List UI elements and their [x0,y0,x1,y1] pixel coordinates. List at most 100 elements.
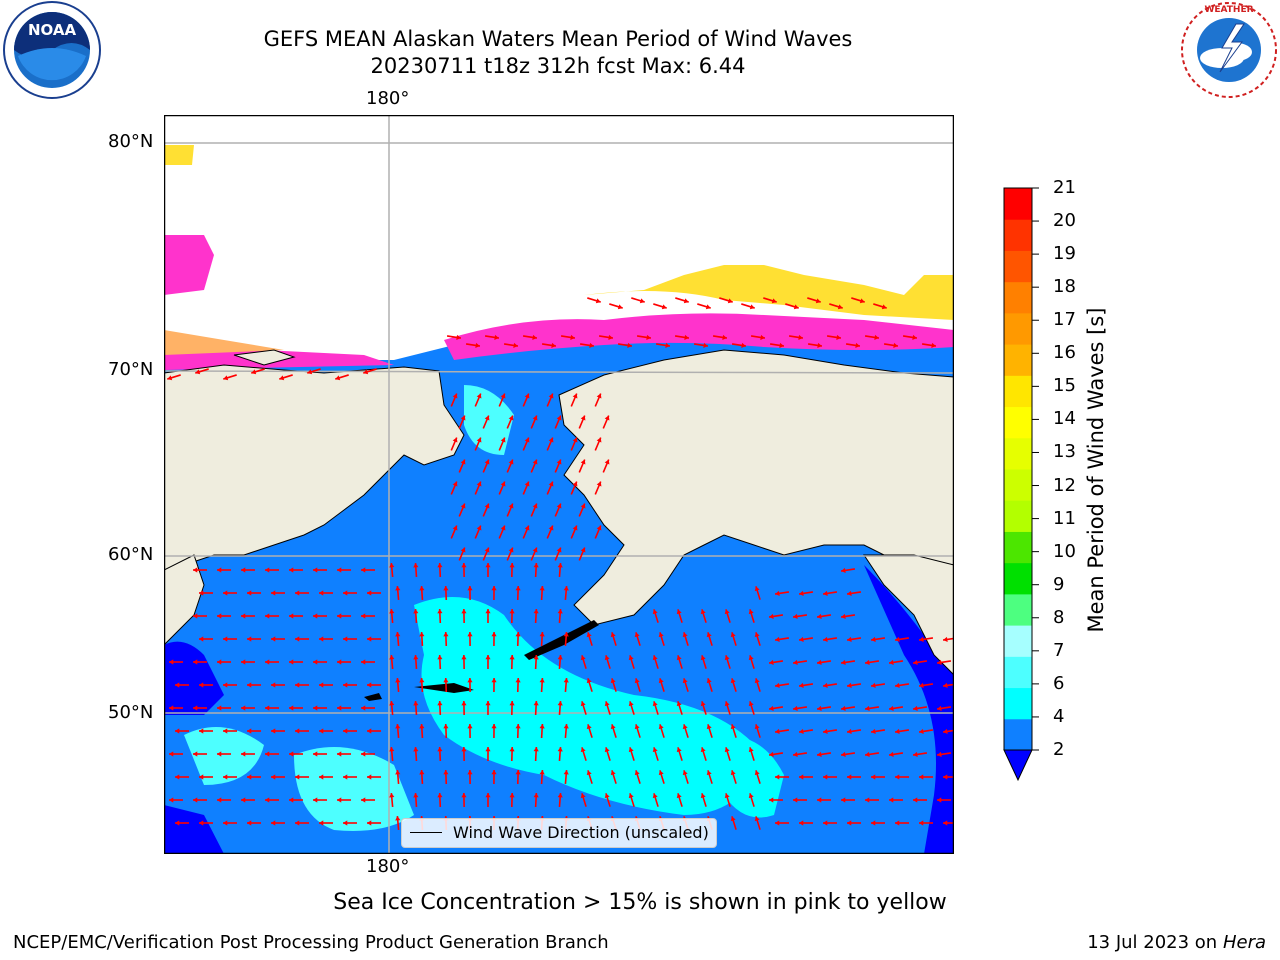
wind-wave-arrowhead [452,437,458,443]
wind-wave-arrowhead [859,298,865,304]
wind-wave-arrowhead [793,751,798,757]
wind-wave-arrowhead [515,586,521,591]
wind-wave-arrowhead [724,701,730,707]
lat-label-60: 60°N [108,544,154,565]
wind-wave-arrowhead [247,728,252,734]
wind-wave-arrowhead [241,751,246,757]
period-4-6-area [294,747,414,831]
colorbar-segment [1004,562,1032,595]
wind-wave-arrowhead [494,334,499,340]
sea-ice-area [584,265,954,320]
wind-wave-arrowhead [706,724,712,730]
wind-wave-arrowhead [881,304,887,310]
wind-wave-arrowhead [460,415,466,421]
wind-wave-arrowhead [461,747,467,752]
wind-wave-arrowhead [389,701,395,706]
wind-wave-arrowhead [817,751,822,757]
wind-wave-arrowhead [865,797,870,803]
colorbar-segment [1004,593,1032,626]
wind-wave-arrowhead [295,728,300,734]
wind-wave-arrowhead [467,770,473,775]
wind-wave-arrowhead [456,334,461,340]
wind-wave-arrowhead [515,724,521,729]
wind-wave-arrowhead [563,724,569,729]
wind-wave-arrowhead [793,304,799,310]
wind-wave-arrowhead [730,678,736,684]
wind-wave-arrowhead [437,793,443,798]
wind-wave-arrowhead [539,724,545,729]
wind-wave-arrowhead [557,793,563,798]
colorbar-segment [1004,312,1032,345]
wind-wave-arrowhead [943,728,948,734]
wind-wave-arrowhead [682,678,688,684]
colorbar-segment [1004,250,1032,283]
wind-wave-arrowhead [223,375,229,381]
wind-wave-arrowhead [556,547,562,553]
wind-wave-arrowhead [604,701,610,707]
wind-wave-arrowhead [754,632,760,638]
svg-text:NOAA: NOAA [28,21,77,39]
wind-wave-arrowhead [361,797,366,803]
wind-wave-arrowhead [265,705,270,711]
wind-wave-arrowhead [557,747,563,752]
legend-line-icon [410,832,442,833]
wind-wave-arrowhead [199,820,204,826]
wind-wave-arrowhead [769,705,774,711]
svg-text:WEATHER: WEATHER [1204,5,1253,15]
wind-wave-arrowhead [361,567,366,573]
wind-wave-arrowhead [871,682,876,688]
wind-wave-arrowhead [389,793,395,798]
wind-wave-arrowhead [563,632,569,637]
wind-wave-arrowhead [937,751,942,757]
aleutian-islands [364,693,382,701]
map-legend: Wind Wave Direction (unscaled) [401,818,717,848]
wind-wave-arrowhead [548,525,554,531]
wind-wave-arrowhead [730,770,736,776]
wind-wave-arrowhead [937,705,942,711]
sea-ice-area [444,313,954,360]
wind-wave-arrowhead [608,334,613,340]
wind-wave-arrowhead [175,728,180,734]
wind-wave-arrowhead [610,678,616,684]
wind-wave-arrowhead [509,793,515,798]
wind-wave-arrowhead [580,747,586,753]
colorbar-tick-label: 6 [1053,672,1065,694]
wind-wave-arrowhead [271,682,276,688]
wind-wave-arrowhead [265,613,270,619]
period-4-6-area [414,597,764,815]
map-panel [164,115,954,854]
wind-wave-arrowhead [895,820,900,826]
wind-wave-arrowhead [476,393,482,399]
wind-wave-arrowhead [313,613,318,619]
wind-wave-arrowhead [337,659,342,665]
colorbar-tick-label: 9 [1053,573,1065,595]
legend-label: Wind Wave Direction (unscaled) [453,823,709,842]
wind-wave-arrowhead [319,636,324,642]
sea-ice-area [164,145,194,165]
wind-wave-arrowhead [193,797,198,803]
wind-wave-arrowhead [289,705,294,711]
wind-wave-arrowhead [798,334,803,340]
wind-wave-arrowhead [500,481,506,487]
wind-wave-arrowhead [167,375,173,381]
wind-wave-arrowhead [175,820,180,826]
wind-wave-arrowhead [199,774,204,780]
wind-wave-arrowhead [931,342,936,348]
wind-wave-arrowhead [461,793,467,798]
wind-wave-arrowhead [313,751,318,757]
wind-wave-arrowhead [596,437,602,443]
wind-wave-arrowhead [580,459,586,465]
wind-wave-arrowhead [628,701,634,707]
wind-wave-arrowhead [748,701,754,707]
wind-wave-arrowhead [247,636,252,642]
wind-wave-arrowhead [419,678,425,683]
wind-wave-arrowhead [533,793,539,798]
wind-wave-arrowhead [596,393,602,399]
colorbar-tick-label: 12 [1053,474,1076,496]
wind-wave-arrowhead [572,481,578,487]
wind-wave-arrowhead [532,334,537,340]
wind-wave-arrowhead [919,682,924,688]
wind-wave-arrowhead [799,590,804,596]
wind-wave-arrowhead [169,705,174,711]
wind-wave-arrowhead [247,820,252,826]
